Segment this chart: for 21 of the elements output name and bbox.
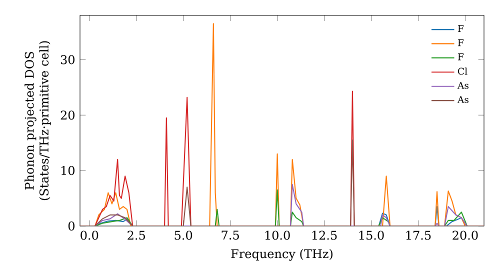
y-tick-label: 0 — [68, 221, 74, 231]
y-axis-title: Phonon projected DOS (States/THz·primitive cell) — [24, 41, 51, 200]
x-tick-label: 12.5 — [312, 230, 337, 240]
legend-label: As — [457, 82, 468, 89]
legend-label: F — [458, 53, 464, 60]
x-tick-label: 2.5 — [128, 230, 145, 240]
x-tick-label: 17.5 — [406, 230, 431, 240]
y-tick-label: 30 — [60, 55, 74, 64]
x-tick-label: 7.5 — [222, 230, 239, 240]
legend-label: As — [457, 96, 468, 104]
x-tick-label: 15.0 — [359, 230, 384, 240]
y-tick-label: 20 — [60, 110, 74, 120]
x-tick-label: 10.0 — [265, 230, 290, 240]
x-tick-label: 20.0 — [452, 230, 478, 240]
x-tick-label: 0.0 — [80, 230, 98, 240]
x-axis-title: Frequency (THz) — [231, 248, 332, 261]
legend-label: Cl — [458, 68, 468, 75]
legend-label: F — [458, 25, 464, 32]
x-tick-label: 5.0 — [174, 230, 192, 240]
y-tick-label: 10 — [61, 166, 74, 176]
legend-label: F — [458, 39, 464, 46]
